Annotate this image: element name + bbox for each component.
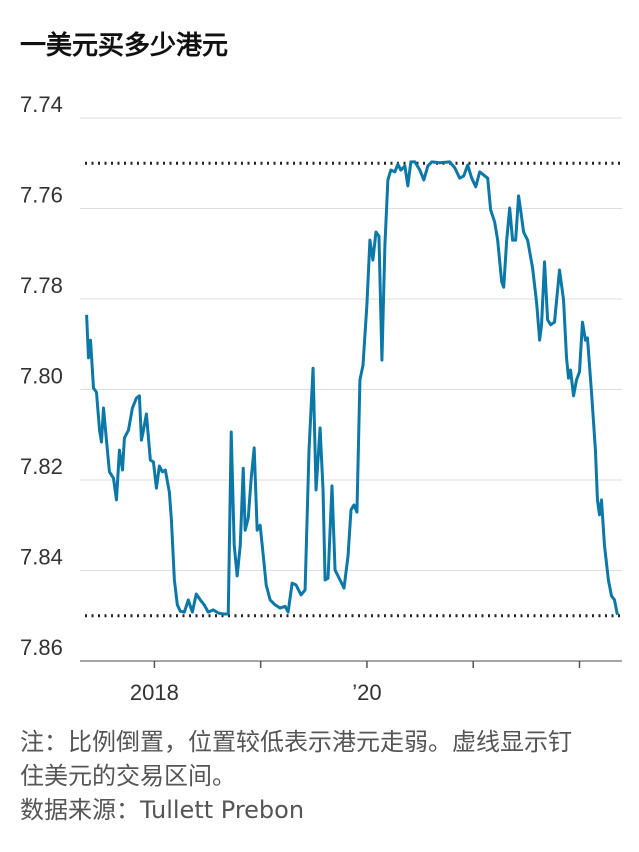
y-tick-label: 7.76 xyxy=(20,183,63,208)
y-tick-label: 7.86 xyxy=(20,635,63,660)
note: 注：比例倒置，位置较低表示港元走弱。虚线显示钉住美元的交易区间。 xyxy=(20,728,572,790)
y-tick-label: 7.78 xyxy=(20,273,63,298)
chart: 一美元买多少港元 7.74 7.76 7.78 7.80 7.82 7.84 7.86 201… xyxy=(20,30,622,705)
y-tick-label: 7.74 xyxy=(20,92,63,117)
rate-line xyxy=(85,160,619,616)
x-tick-label: ’20 xyxy=(352,680,381,705)
y-tick-label: 7.82 xyxy=(20,454,63,479)
x-tick-label: 2018 xyxy=(130,680,179,705)
chart-title: 一美元买多少港元 xyxy=(20,30,228,61)
y-tick-label: 7.80 xyxy=(20,364,63,389)
source: 数据来源：Tullett Prebon xyxy=(20,796,305,824)
y-tick-label: 7.84 xyxy=(20,545,63,570)
